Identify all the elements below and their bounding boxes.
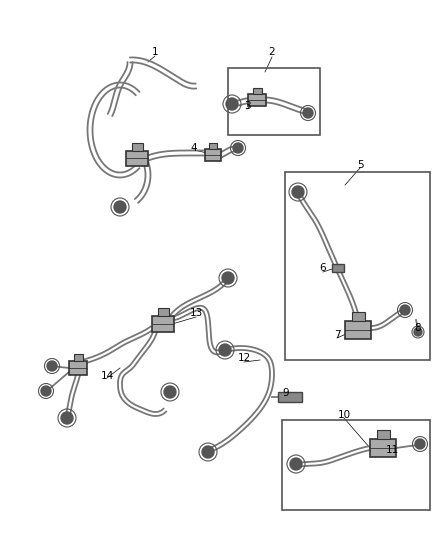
- Text: 13: 13: [189, 308, 203, 318]
- Bar: [282, 420, 430, 510]
- Circle shape: [164, 386, 176, 398]
- Circle shape: [292, 186, 304, 198]
- Circle shape: [219, 344, 231, 356]
- Bar: [278, 392, 302, 402]
- Circle shape: [303, 108, 313, 118]
- Bar: [332, 264, 344, 272]
- Text: 9: 9: [283, 388, 290, 398]
- Bar: [285, 172, 430, 360]
- Bar: [252, 88, 261, 94]
- Bar: [131, 143, 142, 150]
- Bar: [370, 439, 396, 457]
- Text: 10: 10: [337, 410, 350, 420]
- Bar: [158, 308, 169, 316]
- Bar: [352, 312, 364, 321]
- Circle shape: [415, 439, 425, 449]
- Bar: [248, 94, 266, 106]
- Text: 4: 4: [191, 143, 197, 153]
- Circle shape: [226, 98, 238, 110]
- Circle shape: [400, 305, 410, 315]
- Text: 1: 1: [152, 47, 158, 57]
- Bar: [126, 150, 148, 166]
- Text: 2: 2: [268, 47, 276, 57]
- Circle shape: [41, 386, 51, 396]
- Circle shape: [61, 412, 73, 424]
- Circle shape: [114, 201, 126, 213]
- Text: 5: 5: [357, 160, 363, 170]
- Bar: [74, 354, 82, 361]
- Bar: [209, 143, 217, 149]
- Circle shape: [202, 446, 214, 458]
- Bar: [377, 430, 389, 439]
- Text: 3: 3: [244, 101, 250, 111]
- Text: 6: 6: [320, 263, 326, 273]
- Circle shape: [414, 328, 422, 336]
- Text: 8: 8: [415, 323, 421, 333]
- Text: 14: 14: [100, 371, 113, 381]
- Circle shape: [233, 143, 243, 153]
- Text: 12: 12: [237, 353, 251, 363]
- Bar: [69, 361, 87, 375]
- Circle shape: [290, 458, 302, 470]
- Text: 11: 11: [385, 445, 399, 455]
- Text: 7: 7: [334, 330, 340, 340]
- Bar: [345, 321, 371, 339]
- Circle shape: [47, 361, 57, 371]
- Circle shape: [222, 272, 234, 284]
- Bar: [205, 149, 221, 161]
- Bar: [152, 316, 174, 332]
- Bar: [228, 68, 320, 135]
